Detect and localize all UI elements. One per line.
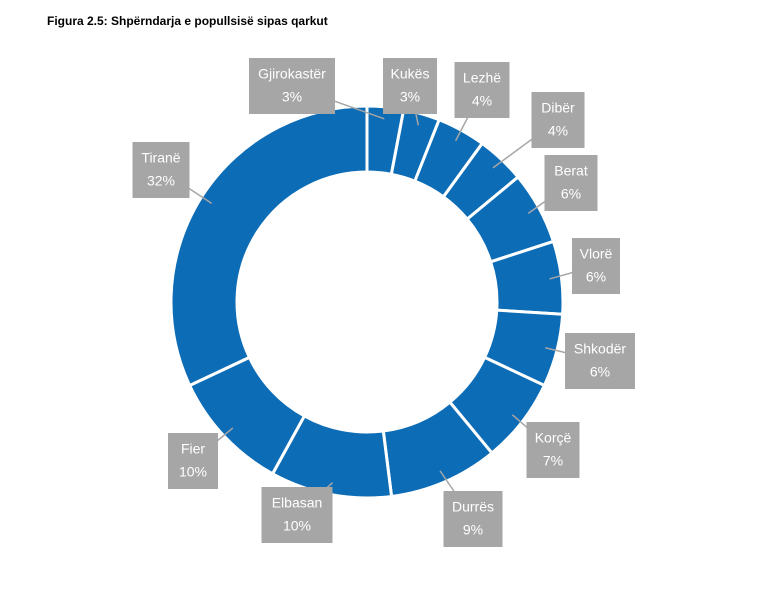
label-box bbox=[261, 487, 333, 543]
value-label: 6% bbox=[586, 269, 606, 285]
value-label: 32% bbox=[147, 173, 175, 189]
label-box bbox=[565, 333, 635, 389]
label-box bbox=[454, 62, 510, 118]
value-label: 7% bbox=[543, 453, 563, 469]
category-label: Tiranë bbox=[141, 150, 180, 166]
chart-title: Figura 2.5: Shpërndarja e popullsisë sip… bbox=[47, 14, 328, 28]
category-label: Fier bbox=[181, 441, 205, 457]
label-box bbox=[249, 58, 335, 114]
category-label: Korçë bbox=[535, 430, 572, 446]
label-box bbox=[132, 142, 190, 198]
label-box bbox=[531, 92, 585, 148]
donut-slice bbox=[169, 104, 369, 388]
label-box bbox=[443, 491, 503, 547]
value-label: 9% bbox=[463, 522, 483, 538]
value-label: 10% bbox=[283, 518, 311, 534]
label-box bbox=[383, 58, 437, 114]
value-label: 3% bbox=[400, 89, 420, 105]
category-label: Durrës bbox=[452, 499, 494, 515]
label-box bbox=[572, 238, 620, 294]
value-label: 4% bbox=[472, 93, 492, 109]
category-label: Berat bbox=[554, 163, 588, 179]
label-box bbox=[526, 422, 580, 478]
label-box bbox=[544, 155, 598, 211]
category-label: Elbasan bbox=[272, 495, 323, 511]
category-label: Shkodër bbox=[574, 341, 626, 357]
value-label: 6% bbox=[590, 364, 610, 380]
value-label: 10% bbox=[179, 464, 207, 480]
value-label: 4% bbox=[548, 123, 568, 139]
category-label: Lezhë bbox=[463, 70, 501, 86]
category-label: Gjirokastër bbox=[258, 66, 326, 82]
value-label: 3% bbox=[282, 89, 302, 105]
label-box bbox=[168, 433, 218, 489]
category-label: Dibër bbox=[541, 100, 575, 116]
value-label: 6% bbox=[561, 186, 581, 202]
category-label: Kukës bbox=[391, 66, 430, 82]
category-label: Vlorë bbox=[580, 246, 613, 262]
